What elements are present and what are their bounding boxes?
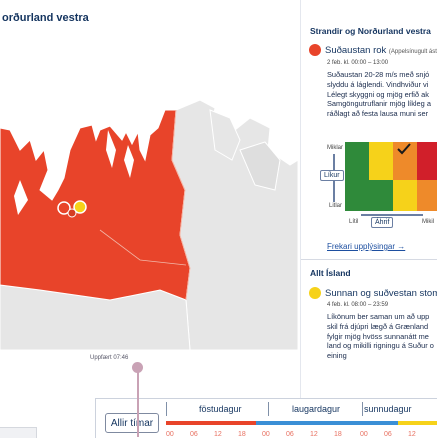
orange-inlet-1: [106, 130, 116, 168]
matrix-cell: [393, 161, 417, 180]
warning-panel: Strandir og Norðurland vestra Suðaustan …: [300, 0, 437, 437]
wind-warning-orange-icon: [309, 44, 321, 56]
hour-tick: 18: [334, 431, 342, 438]
land-peninsula-east: [209, 109, 241, 161]
warning1-line: Suðaustan 20-28 m/s með snjó: [327, 70, 430, 79]
timeline-handle-line[interactable]: [137, 368, 139, 437]
hour-tick: 06: [384, 431, 392, 438]
warning2-title[interactable]: Sunnan og suðvestan stom: [325, 288, 437, 299]
region-border: [171, 109, 191, 301]
warning1-line: ráðlagt að festa lausa muni ser: [327, 109, 429, 119]
matrix-cell: [417, 161, 437, 180]
day-label-friday[interactable]: föstudagur: [199, 404, 242, 414]
wind-warning-yellow-icon: [309, 287, 321, 299]
matrix-cell: [345, 180, 369, 199]
hour-tick: 06: [190, 431, 198, 438]
timeline-track-orange[interactable]: [166, 421, 256, 425]
hour-tick: 12: [408, 431, 416, 438]
matrix-y-low: Litlar: [329, 203, 343, 209]
matrix-y-label: Líkur: [320, 170, 344, 181]
orange-inlet-3: [14, 180, 28, 215]
hour-tick: 06: [286, 431, 294, 438]
yellow-warning-marker: [73, 200, 87, 214]
warning2-date: 4 feb. kl. 08:00 – 23:59: [327, 302, 389, 308]
matrix-cell: [369, 142, 393, 161]
more-info-link[interactable]: Frekari upplýsingar →: [327, 242, 406, 251]
warning1-title-row[interactable]: Suðaustan rok (Appelsínugult ást: [325, 45, 437, 56]
hour-tick: 18: [238, 431, 246, 438]
sub-border: [99, 229, 187, 266]
hour-tick: 00: [262, 431, 270, 438]
matrix-cell: [417, 142, 437, 161]
hour-tick: 12: [214, 431, 222, 438]
matrix-cell: [345, 199, 369, 211]
updated-time: Uppfært 07:46: [90, 355, 129, 361]
check-icon: [397, 143, 411, 155]
matrix-x-label: Áhrif: [371, 217, 394, 228]
hour-tick: 00: [360, 431, 368, 438]
matrix-cell: [369, 180, 393, 199]
hour-tick: 00: [166, 431, 174, 438]
matrix-cell: [345, 142, 369, 161]
timeline-bar[interactable]: Allir tímar föstudagur laugardagur sunnu…: [95, 398, 437, 438]
timeline-track-yellow[interactable]: [398, 421, 437, 425]
wind-marker: [67, 208, 77, 218]
matrix-cell: [393, 142, 417, 161]
warning1-date: 2 feb. kl. 00:00 – 13:00: [327, 60, 389, 66]
warning1-title-note: (Appelsínugult ást: [388, 49, 437, 55]
warning2-text: Líkönum ber saman um að upp skil frá djú…: [327, 312, 437, 361]
matrix-cell: [393, 180, 417, 199]
land-coast-east: [239, 141, 281, 191]
day-separator: [362, 402, 363, 416]
warning1-title[interactable]: Suðaustan rok: [325, 45, 387, 56]
matrix-cell: [393, 199, 417, 211]
warning2-line: fylgir mjög hvöss sunnanátt me: [327, 331, 429, 341]
map-title: orðurland vestra: [2, 12, 89, 24]
timeline-handle[interactable]: [132, 362, 143, 373]
matrix-x-low: Lítil: [349, 219, 359, 225]
region-title: Strandir og Norðurland vestra: [310, 26, 431, 36]
day-label-sunday[interactable]: sunnudagur: [364, 404, 412, 414]
matrix-cell: [417, 199, 437, 211]
day-label-saturday[interactable]: laugardagur: [292, 404, 341, 414]
matrix-cell: [345, 161, 369, 180]
matrix-cell: [369, 199, 393, 211]
warning1-line: Samgöngutruflanir mjög líkleg a: [327, 99, 431, 109]
panel-divider: [301, 259, 437, 260]
matrix-y-high: Miklar: [327, 145, 343, 151]
timeline-track-blue[interactable]: [256, 421, 398, 425]
warning-map[interactable]: orðurland vestra: [0, 0, 298, 350]
matrix-x-axis: [361, 214, 423, 216]
orange-warning-marker: [57, 201, 71, 215]
warning2-line: skil frá djúpri lægð á Grænland: [327, 321, 429, 331]
all-times-button[interactable]: Allir tímar: [105, 413, 159, 433]
hour-tick: 12: [310, 431, 318, 438]
day-separator: [268, 402, 269, 416]
warning2-line: eining: [327, 351, 347, 361]
warning1-text: Suðaustan 20-28 m/s með snjó slyddu á lá…: [327, 70, 437, 119]
matrix-cell: [417, 180, 437, 199]
warning2-line: land og mikilli rigningu á Suður o: [327, 341, 434, 351]
day-separator: [166, 402, 167, 416]
warning1-line: slyddu á láglendi. Vindhviður vi: [327, 79, 429, 89]
scroll-stub: [0, 427, 37, 438]
orange-inlet-2: [124, 145, 134, 178]
warning2-line: Líkönum ber saman um að upp: [327, 312, 430, 321]
all-iceland-title: Allt Ísland: [310, 268, 351, 278]
map-graphic: [0, 99, 298, 350]
orange-warning-region: [0, 109, 191, 301]
matrix-cell: [369, 161, 393, 180]
warning1-line: Lélegt skyggni og mjög erfið ak: [327, 89, 429, 99]
matrix-x-high: Mikil: [422, 219, 434, 225]
